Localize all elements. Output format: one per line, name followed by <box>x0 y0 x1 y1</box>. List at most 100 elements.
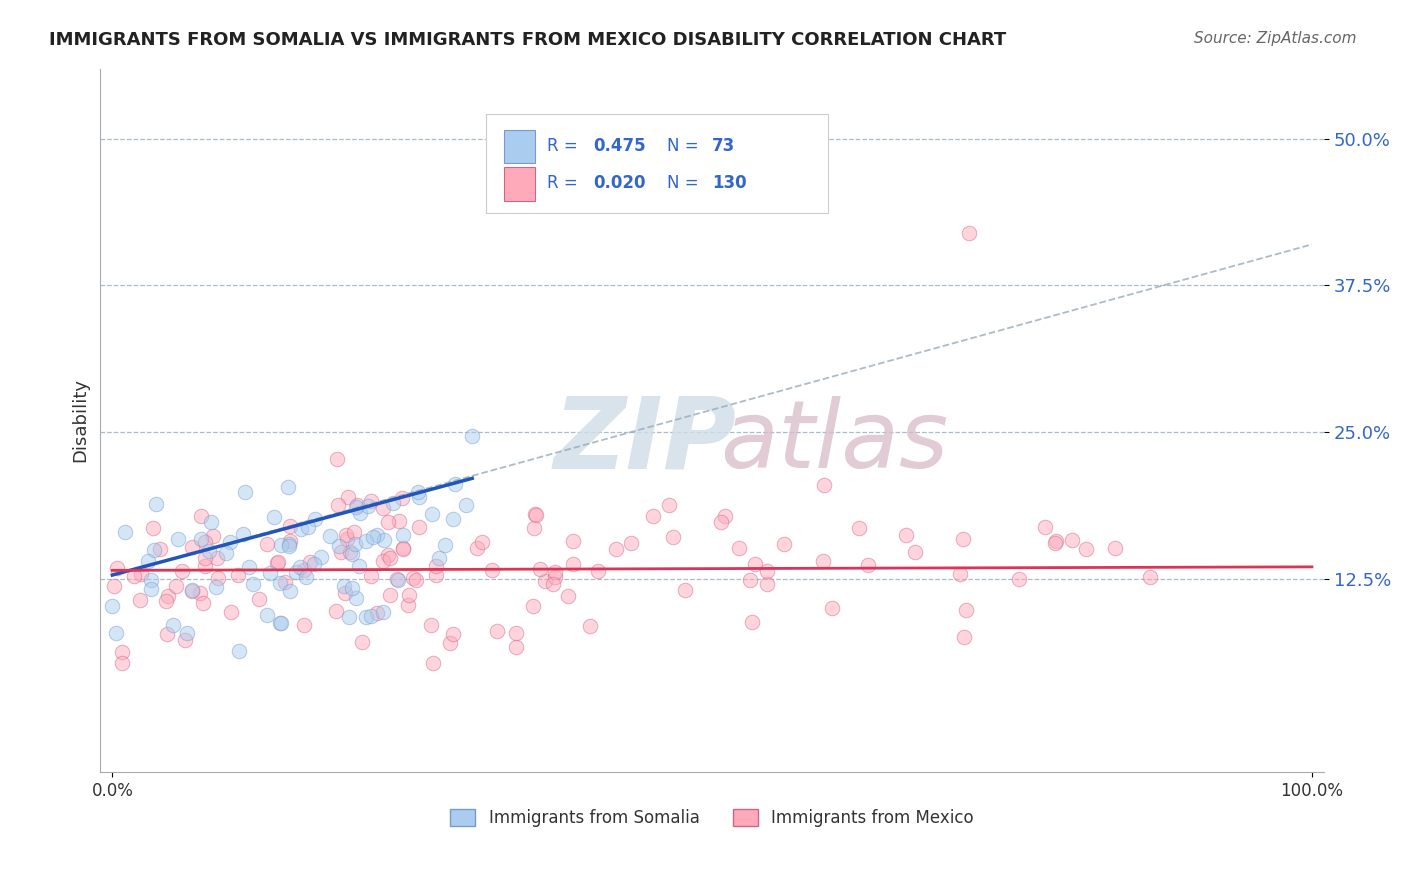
Point <box>1062 533 1084 548</box>
Point <box>191 596 214 610</box>
Point <box>342 547 364 561</box>
Point <box>755 577 778 591</box>
Point <box>406 484 429 499</box>
Point <box>429 551 451 566</box>
Point <box>141 521 163 535</box>
Point <box>391 491 413 505</box>
Point <box>194 551 217 566</box>
Point <box>290 522 312 536</box>
Point <box>392 541 415 556</box>
Point <box>259 566 281 581</box>
Point <box>277 536 299 550</box>
Point <box>122 568 145 582</box>
Point <box>111 645 134 659</box>
Point <box>339 545 361 559</box>
Point <box>142 543 165 558</box>
Text: atlas: atlas <box>720 396 949 487</box>
Point <box>392 527 415 541</box>
Point <box>304 512 326 526</box>
Point <box>242 577 264 591</box>
Point <box>354 609 377 624</box>
Point <box>377 548 399 562</box>
Point <box>219 605 242 619</box>
Point <box>848 521 870 535</box>
Point <box>756 564 779 578</box>
Point <box>277 480 299 494</box>
Point <box>425 558 447 573</box>
Legend: Immigrants from Somalia, Immigrants from Mexico: Immigrants from Somalia, Immigrants from… <box>444 803 980 834</box>
Text: R =: R = <box>547 136 583 155</box>
Point <box>162 618 184 632</box>
Point <box>325 604 347 618</box>
Point <box>357 499 380 513</box>
Point <box>288 559 311 574</box>
Point <box>741 615 763 629</box>
Point <box>190 532 212 546</box>
Point <box>620 535 643 549</box>
Point <box>155 593 177 607</box>
Point <box>481 562 503 576</box>
Text: N =: N = <box>666 174 704 192</box>
Point <box>326 452 349 467</box>
Point <box>557 589 579 603</box>
Point <box>360 609 382 624</box>
Text: IMMIGRANTS FROM SOMALIA VS IMMIGRANTS FROM MEXICO DISABILITY CORRELATION CHART: IMMIGRANTS FROM SOMALIA VS IMMIGRANTS FR… <box>49 31 1007 49</box>
Point <box>335 585 357 599</box>
Point <box>190 508 212 523</box>
Point <box>544 565 567 579</box>
Point <box>129 566 152 581</box>
Point <box>543 570 565 584</box>
Point <box>579 619 602 633</box>
Point <box>896 527 918 541</box>
Point <box>294 570 316 584</box>
Text: 130: 130 <box>711 174 747 192</box>
Point <box>349 559 371 574</box>
Point <box>219 534 242 549</box>
Point <box>170 564 193 578</box>
Point <box>377 515 399 529</box>
Point <box>114 524 136 539</box>
Point <box>176 626 198 640</box>
Point <box>380 550 402 565</box>
Point <box>270 616 292 631</box>
Point <box>562 557 585 571</box>
Point <box>821 601 844 615</box>
Point <box>360 569 382 583</box>
Point <box>328 499 350 513</box>
Point <box>339 610 361 624</box>
Point <box>425 568 447 582</box>
Point <box>266 557 288 571</box>
Point <box>471 535 494 549</box>
Point <box>360 493 382 508</box>
Point <box>354 533 377 548</box>
Point <box>346 498 368 512</box>
Point <box>344 591 367 605</box>
Point <box>129 593 152 607</box>
Point <box>333 579 356 593</box>
Point <box>207 550 229 565</box>
Point <box>228 567 250 582</box>
Point <box>278 539 301 553</box>
Point <box>378 588 401 602</box>
Point <box>214 546 236 560</box>
Text: ZIP: ZIP <box>554 392 737 490</box>
Point <box>278 584 301 599</box>
Point <box>329 545 352 559</box>
Point <box>200 515 222 529</box>
Point <box>534 574 557 588</box>
Point <box>181 584 204 599</box>
Point <box>111 656 134 670</box>
Point <box>335 528 357 542</box>
Point <box>165 579 187 593</box>
Text: Source: ZipAtlas.com: Source: ZipAtlas.com <box>1194 31 1357 46</box>
Point <box>658 498 681 512</box>
Point <box>269 616 291 631</box>
Point <box>292 563 315 577</box>
Point <box>302 557 325 571</box>
Point <box>298 555 321 569</box>
Point <box>103 579 125 593</box>
Text: N =: N = <box>666 136 704 155</box>
Point <box>402 571 425 585</box>
Point <box>385 572 408 586</box>
Point <box>408 490 430 504</box>
